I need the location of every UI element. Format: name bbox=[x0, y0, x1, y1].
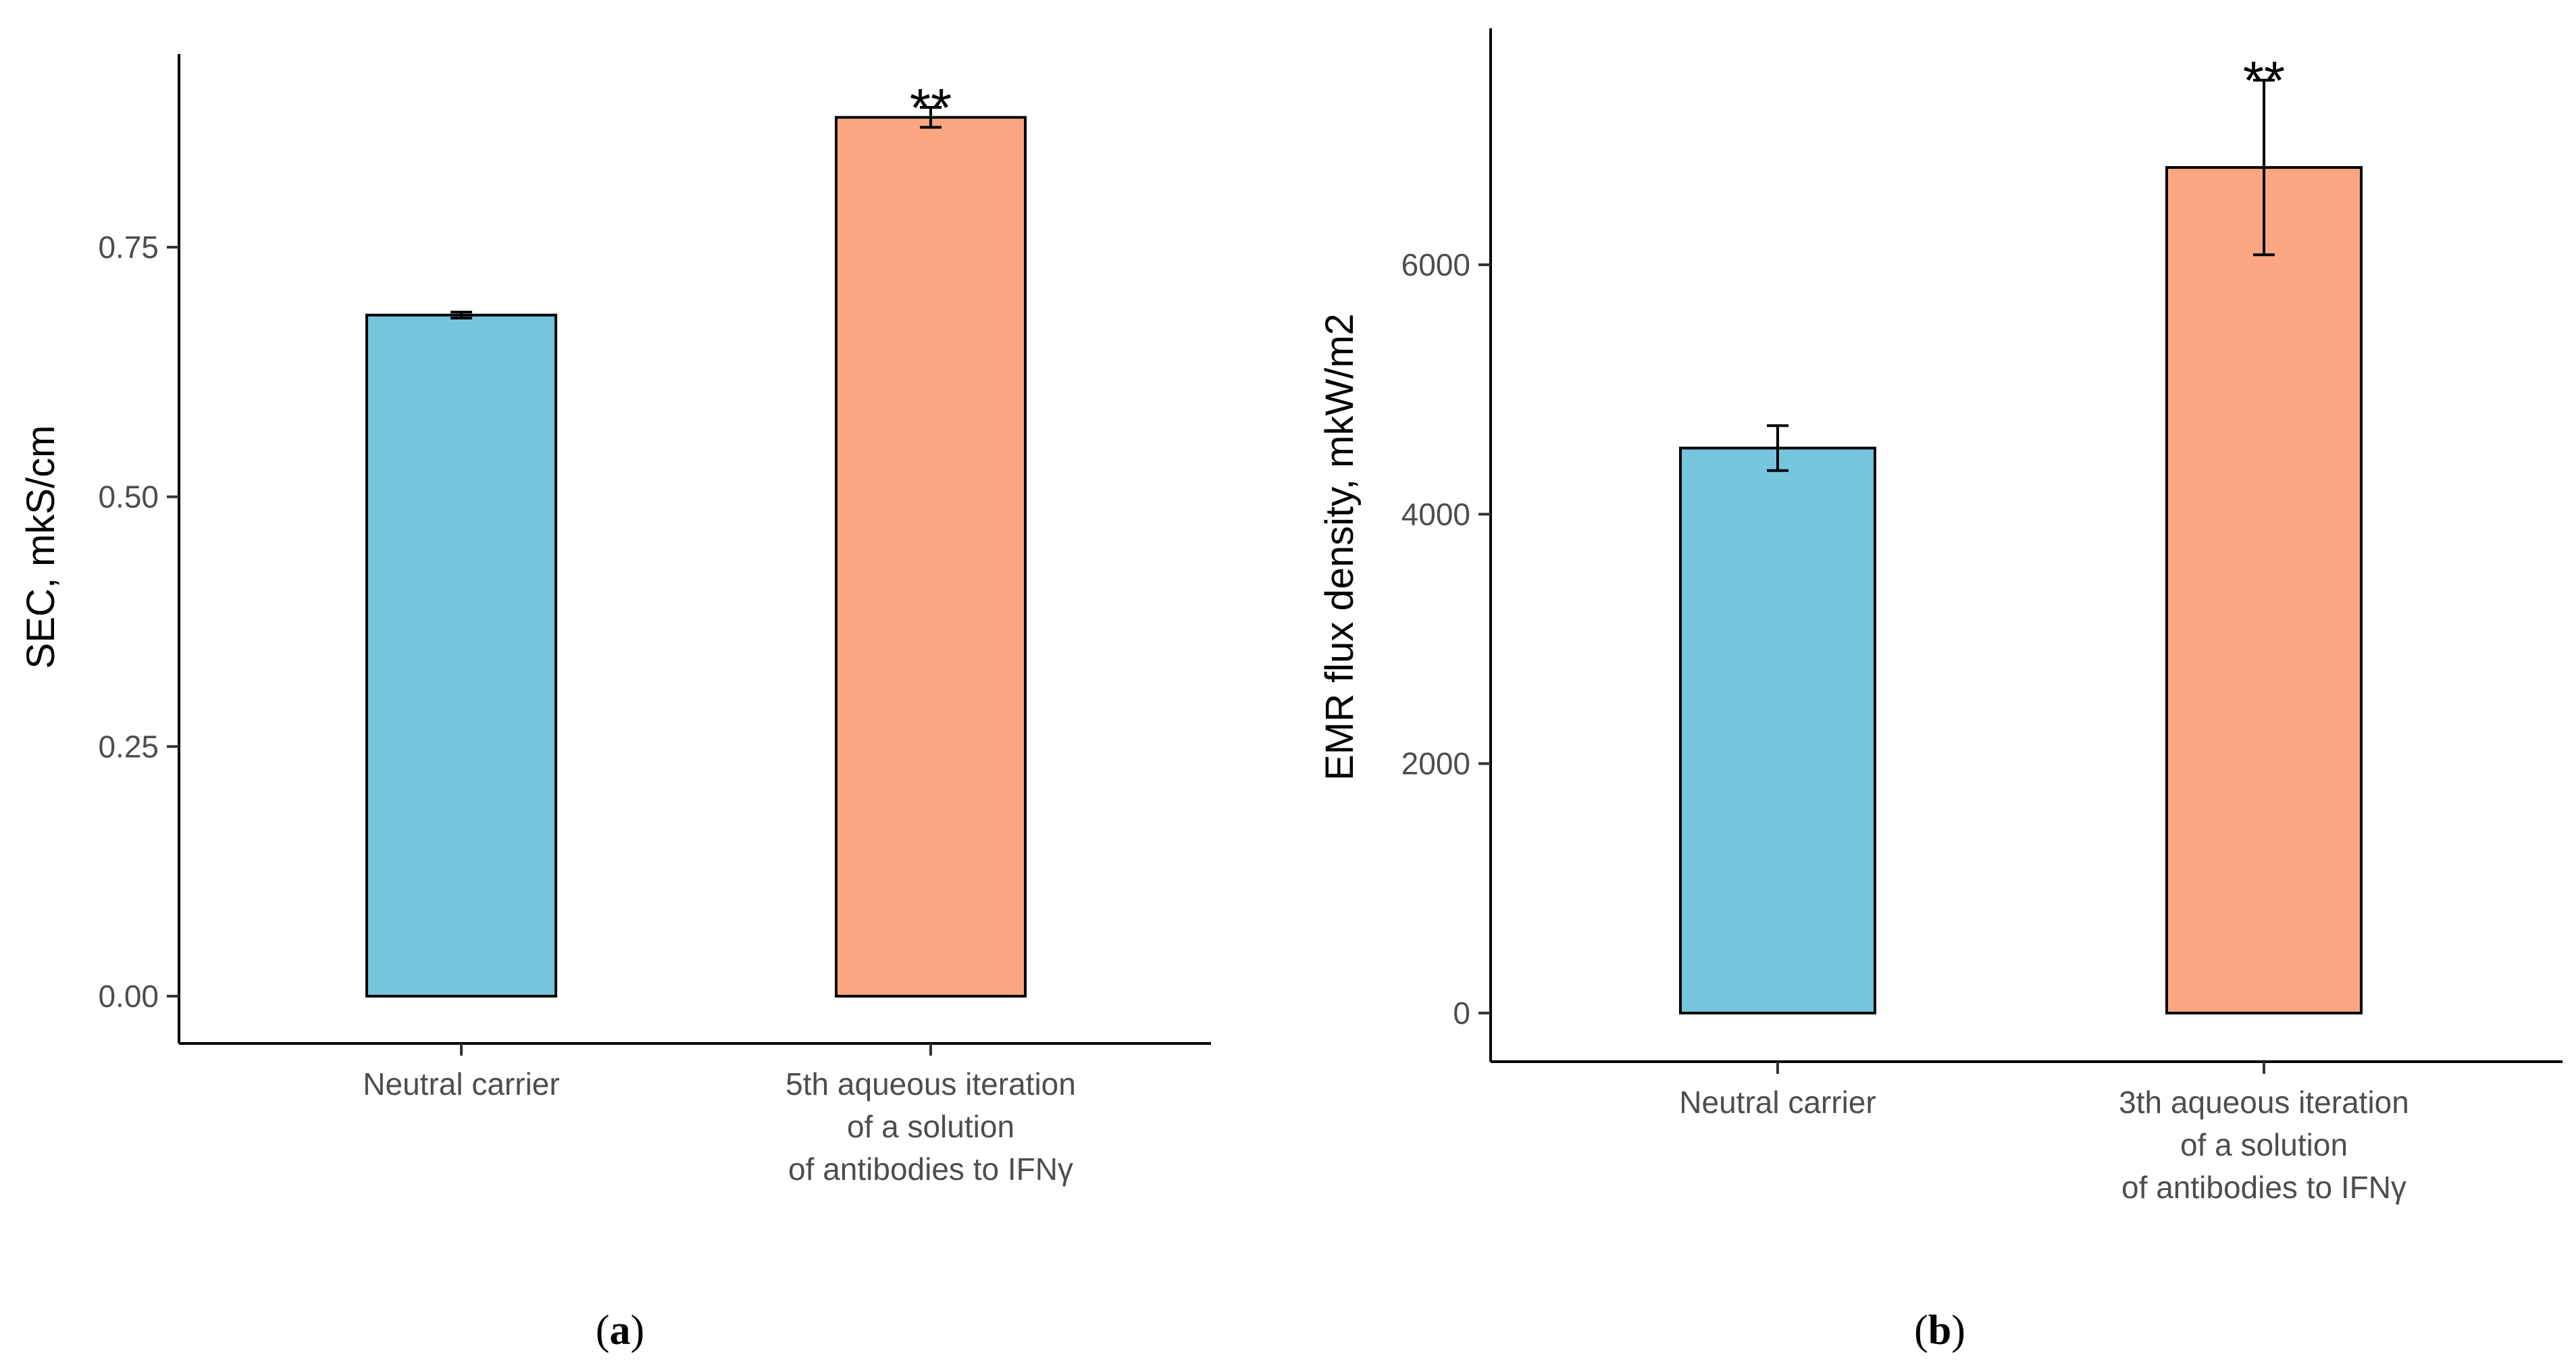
chart-panel-a: 0.00 0.25 0.50 0.75 SEC, mkS/cm Neutral carri… bbox=[19, 54, 1211, 1353]
x-tick-label-line: Neutral carrier bbox=[363, 1066, 559, 1102]
x-tick-label-line: 3th aqueous iteration bbox=[2119, 1085, 2409, 1120]
x-tick-label: Neutral carrier bbox=[363, 1066, 559, 1102]
panel-label: (b) bbox=[1914, 1308, 1965, 1353]
chart-panel-b: 0 2000 4000 6000 EMR flux density, mkW/m2 Neu… bbox=[1318, 28, 2562, 1353]
y-tick-label: 2000 bbox=[1401, 746, 1470, 781]
y-tick-label: 0.00 bbox=[98, 979, 159, 1014]
x-tick-label-line: of antibodies to IFNγ bbox=[788, 1152, 1073, 1187]
x-tick-label-line: Neutral carrier bbox=[1679, 1085, 1876, 1120]
x-tick-label-line: of a solution bbox=[847, 1109, 1014, 1144]
bar bbox=[2165, 165, 2363, 1015]
y-axis-title: EMR flux density, mkW/m2 bbox=[1318, 313, 1362, 781]
significance-marker: ** bbox=[910, 78, 952, 138]
x-tick-label-line: 5th aqueous iteration bbox=[785, 1066, 1076, 1102]
x-tick-label-line: of a solution bbox=[2180, 1127, 2348, 1162]
bar bbox=[835, 115, 1027, 998]
panel-label: (a) bbox=[596, 1308, 644, 1353]
y-axis-title: SEC, mkS/cm bbox=[19, 425, 63, 669]
bar bbox=[1679, 446, 1876, 1014]
x-tick-label: 3th aqueous iteration of a solution of ant… bbox=[2119, 1085, 2409, 1205]
y-tick-label: 6000 bbox=[1401, 247, 1470, 282]
y-tick-label: 0.50 bbox=[98, 480, 159, 515]
y-tick-label: 0.25 bbox=[98, 729, 159, 764]
y-tick-label: 4000 bbox=[1401, 496, 1470, 532]
x-tick-label: Neutral carrier bbox=[1679, 1085, 1876, 1120]
y-tick-label: 0.75 bbox=[98, 230, 159, 265]
x-tick-label: 5th aqueous iteration of a solution of ant… bbox=[785, 1066, 1076, 1187]
bar bbox=[365, 313, 557, 998]
x-tick-label-line: of antibodies to IFNγ bbox=[2121, 1170, 2406, 1205]
significance-marker: ** bbox=[2243, 51, 2285, 111]
y-tick-label: 0 bbox=[1453, 995, 1470, 1031]
